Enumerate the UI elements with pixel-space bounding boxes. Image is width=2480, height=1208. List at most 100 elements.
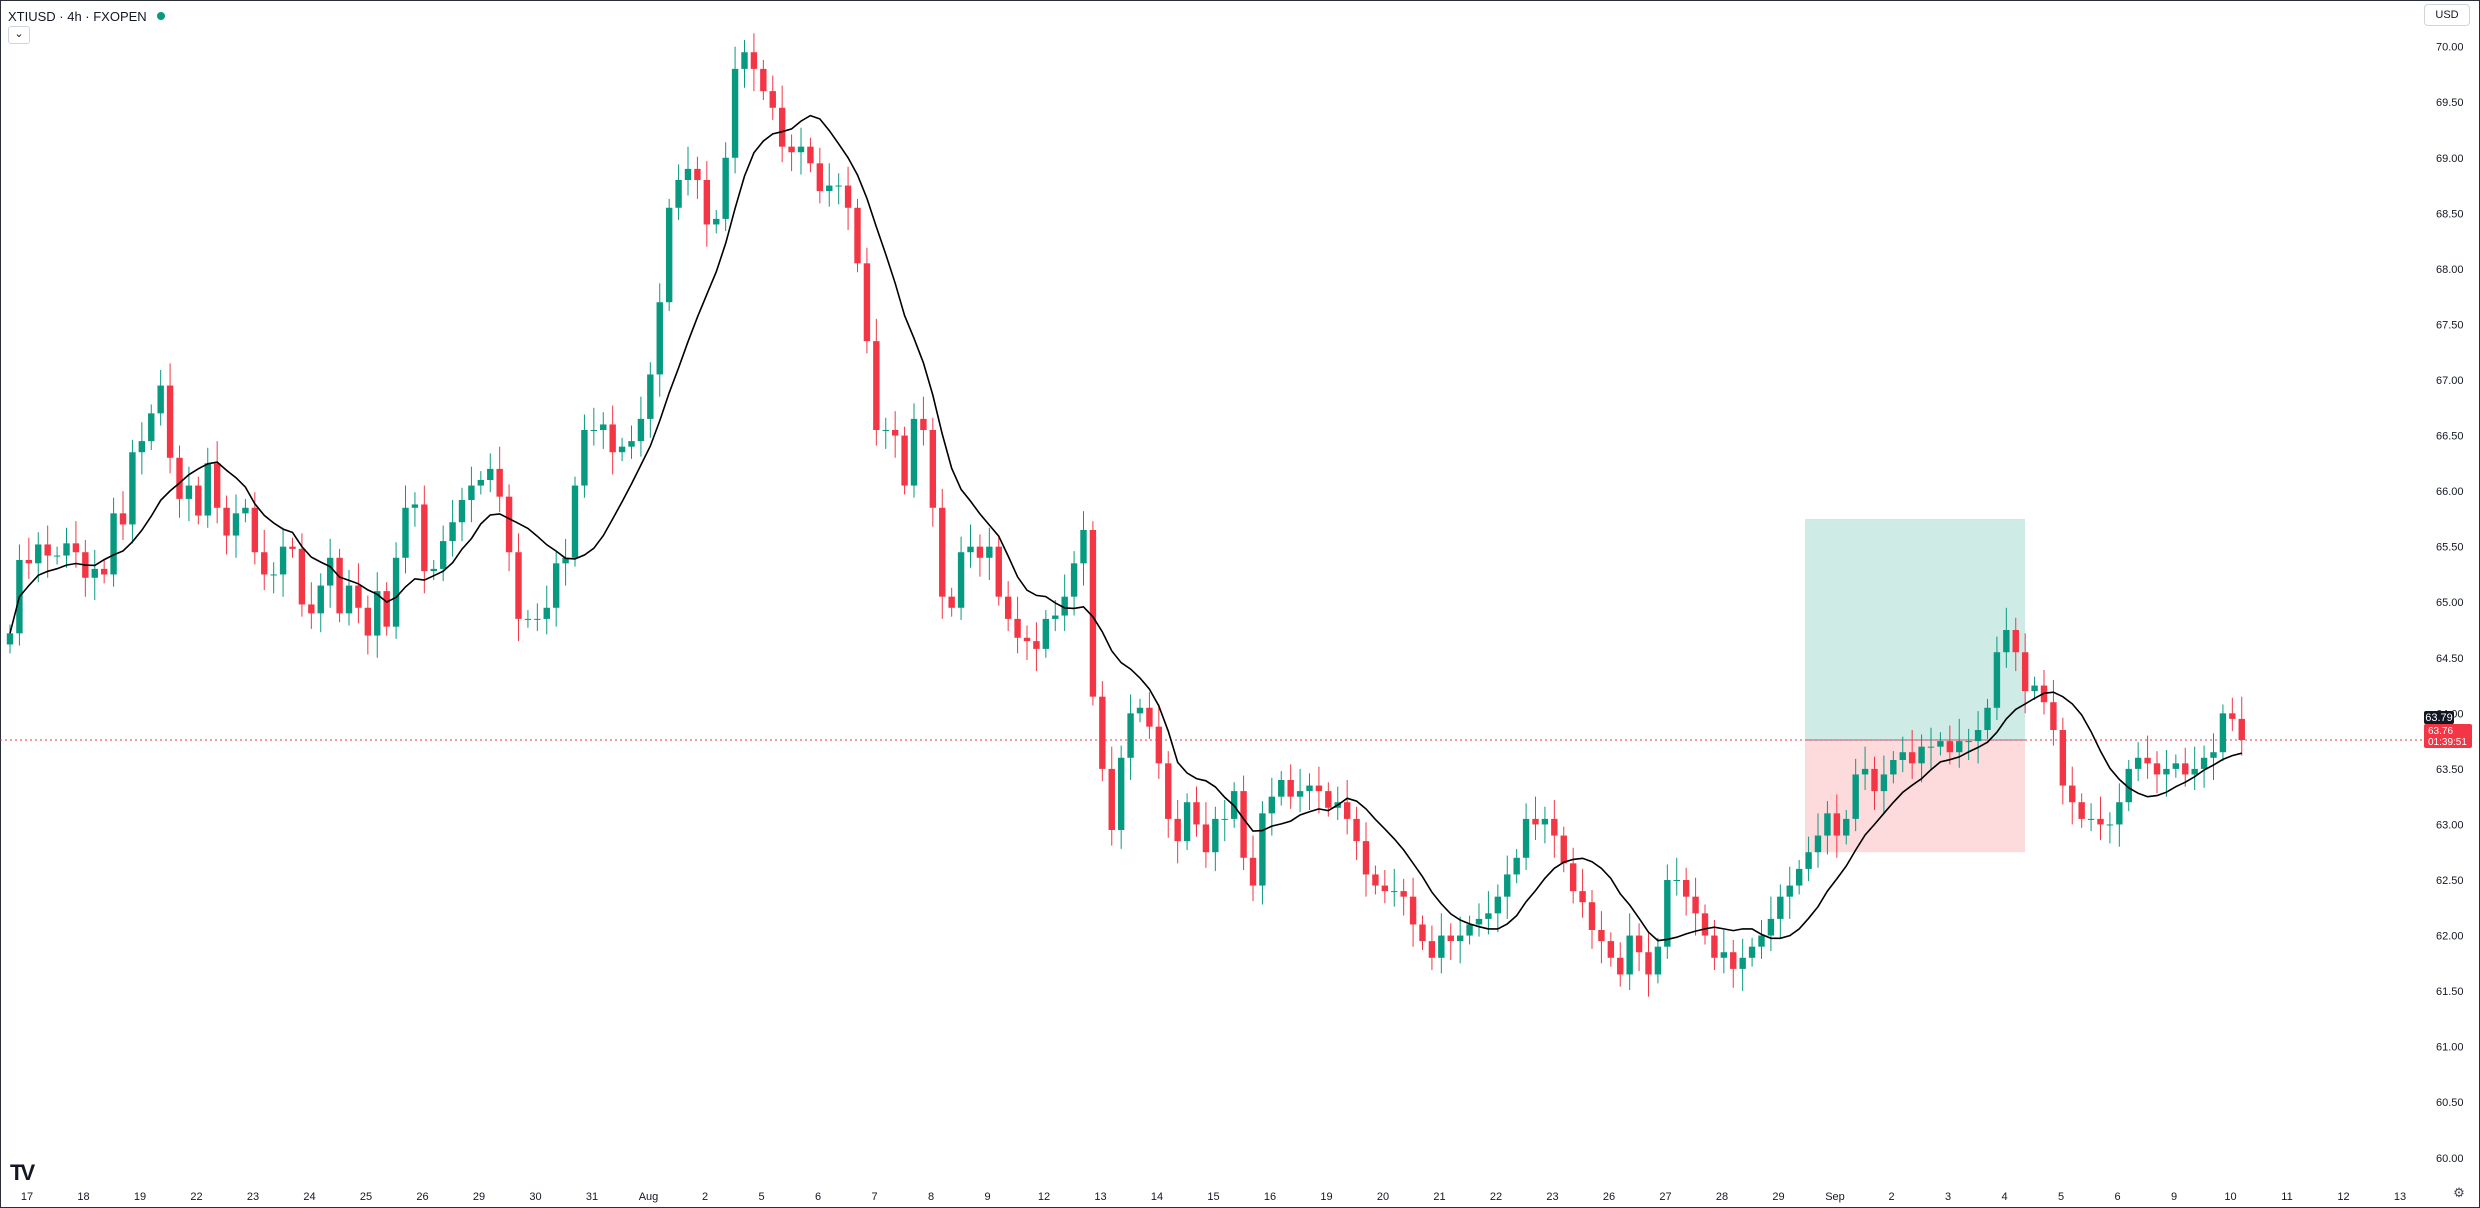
candle-up [1890,760,1897,775]
candle-up [392,557,400,627]
candle-down [1193,802,1200,825]
time-tick-label: 17 [21,1191,33,1203]
candle-down [929,430,937,508]
candle-down [1287,780,1294,797]
price-tick-label: 65.50 [2436,542,2464,554]
candle-up [63,543,70,556]
candle-down [195,485,202,516]
candle-down [694,168,701,180]
candle-up [1522,818,1530,858]
currency-button[interactable]: USD [2424,4,2470,26]
candle-down [213,463,221,508]
candle-up [731,68,739,158]
time-tick-label: 14 [1151,1191,1163,1203]
time-tick-label: 22 [1490,1191,1502,1203]
candle-up [1485,913,1492,919]
candle-down [1419,924,1426,942]
symbol-header[interactable]: XTIUSD · 4h · FXOPEN [8,6,165,26]
time-tick-label: 9 [2171,1191,2177,1203]
time-tick-label: 25 [360,1191,372,1203]
candle-down [1635,935,1643,953]
candle-up [2031,685,2038,692]
candle-down [1033,641,1040,649]
candle-up [2219,713,2227,753]
candle-up [543,607,550,619]
time-tick-label: 13 [1094,1191,1106,1203]
candle-up [468,485,475,500]
candle-down [1692,896,1699,914]
candle-up [1221,818,1228,820]
candle-up [2134,757,2142,769]
candle-down [1381,885,1389,892]
candle-down [298,548,306,605]
candle-up [1899,752,1906,760]
candle-down [920,418,927,430]
price-tick-label: 62.00 [2436,931,2464,943]
candle-up [1673,880,1680,881]
candle-up [1974,730,1982,742]
candle-up [910,418,918,486]
price-tick-label: 60.50 [2436,1097,2464,1109]
candle-down [1701,913,1709,936]
candle-down [100,568,108,575]
price-tick-label: 67.50 [2436,319,2464,331]
take-profit-zone[interactable] [1805,518,2025,740]
time-tick-label: 4 [2001,1191,2007,1203]
candle-down [1362,841,1370,875]
candle-down [901,435,908,486]
candle-up [1748,946,1756,958]
candle-down [995,546,1002,597]
candle-down [1023,637,1031,642]
candle-up [110,513,117,575]
time-axis[interactable]: 17 18 19 22 23 24 25 26 29 30 31 Aug 2 5 6 7 8 9 12 13 14 15 1… [21,1191,2406,1203]
candle-down [421,504,428,572]
time-tick-label: Sep [1825,1191,1845,1203]
candle-down [1908,752,1916,764]
candle-up [1136,707,1144,714]
candle-up [1259,813,1266,886]
candle-up [129,452,136,525]
candle-down [948,596,955,608]
time-tick-label: 2 [702,1191,708,1203]
position-zones[interactable] [1805,518,2025,853]
candle-up [1278,780,1285,797]
candle-down [1569,863,1577,892]
price-axis[interactable]: 70.00 69.50 69.00 68.50 68.00 67.50 67.00 66.50… [2436,42,2464,1165]
candle-up [270,574,277,576]
time-tick-label: 9 [984,1191,990,1203]
candle-down [1447,935,1454,942]
time-tick-label: 22 [190,1191,202,1203]
candle-down [505,496,513,553]
symbol-title: XTIUSD · 4h · FXOPEN [8,8,147,24]
candle-up [1814,835,1822,853]
candle-up [1061,596,1068,616]
candle-up [1475,918,1483,925]
candle-down [854,207,861,264]
candle-down [769,91,776,108]
candle-up [1654,946,1662,975]
candle-up [53,555,61,557]
time-tick-label: 31 [586,1191,598,1203]
candle-up [1956,741,1963,753]
tradingview-logo-icon[interactable]: TV [10,1160,35,1185]
candle-up [458,500,466,523]
candle-down [289,546,296,549]
candle-up [1843,818,1850,836]
candle-up [967,546,974,553]
candle-up [713,218,720,225]
candle-up [826,185,833,192]
candle-down [2012,630,2019,653]
price-tick-label: 61.00 [2436,1042,2464,1054]
candle-up [600,424,607,430]
candle-up [1296,791,1304,797]
candle-up [1739,957,1746,969]
settings-icon[interactable]: ⚙ [2453,1185,2465,1200]
candle-up [477,480,485,486]
time-tick-label: 27 [1659,1191,1671,1203]
candle-down [873,341,880,430]
collapse-legend-button[interactable]: ⌄ [8,26,30,44]
candle-up [1466,924,1473,936]
candle-up [1212,818,1219,853]
candle-down [1146,707,1153,727]
